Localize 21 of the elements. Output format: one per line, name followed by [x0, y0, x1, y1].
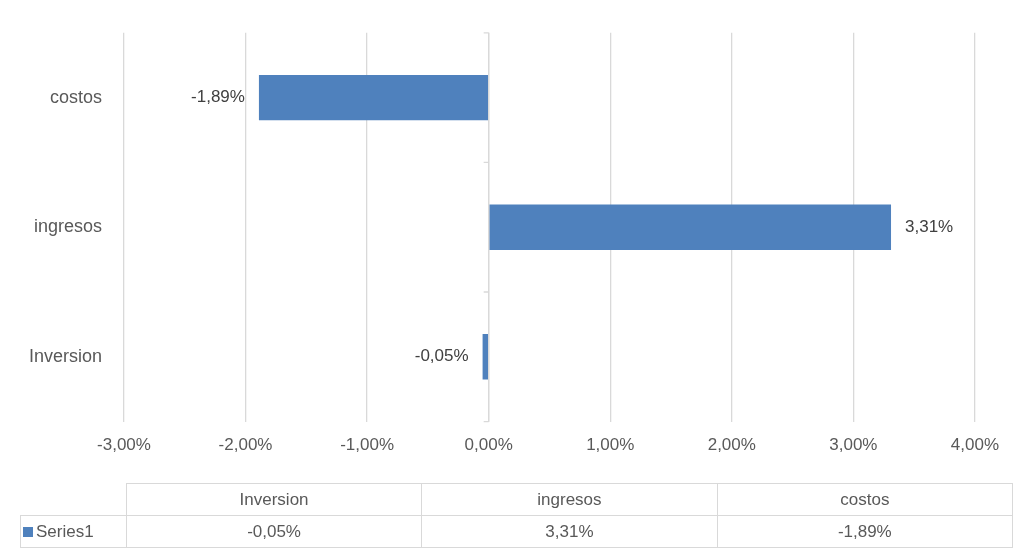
y-tick-label: Inversion: [28, 345, 102, 366]
x-tick-label: -1,00%: [340, 435, 395, 455]
text: -0,05%: [247, 521, 301, 541]
x-tick-label: 1,00%: [586, 435, 635, 455]
y-tick-label: ingresos: [33, 216, 102, 237]
x-tick-label: 4,00%: [950, 435, 999, 455]
x-tick-label: -2,00%: [218, 435, 273, 455]
x-tick-label: 0,00%: [464, 435, 513, 455]
category-label: costos: [840, 489, 890, 509]
text: -1,89%: [837, 521, 892, 541]
x-tick-label: 3,00%: [829, 435, 878, 455]
data-label: -1,89%: [191, 87, 245, 107]
data-label: 3,31%: [905, 216, 954, 236]
category-label: ingresos: [537, 489, 602, 509]
legend-label: Series1: [20, 515, 127, 548]
category-label: Inversion: [239, 489, 309, 509]
data-label: -0,05%: [414, 346, 469, 366]
y-tick-label: costos: [49, 86, 102, 107]
text: 3,31%: [545, 521, 594, 541]
x-tick-label: 2,00%: [707, 435, 756, 455]
x-tick-label: -3,00%: [97, 435, 151, 455]
